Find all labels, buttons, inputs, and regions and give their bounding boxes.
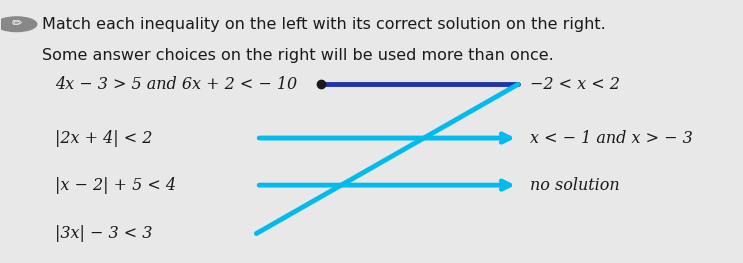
- Text: |2x + 4| < 2: |2x + 4| < 2: [55, 130, 152, 146]
- Text: |3x| − 3 < 3: |3x| − 3 < 3: [55, 225, 152, 242]
- Text: x < − 1 and x > − 3: x < − 1 and x > − 3: [530, 130, 693, 146]
- Text: |x − 2| + 5 < 4: |x − 2| + 5 < 4: [55, 177, 175, 194]
- Text: 4x − 3 > 5 and 6x + 2 < − 10: 4x − 3 > 5 and 6x + 2 < − 10: [55, 76, 297, 93]
- Circle shape: [0, 17, 36, 32]
- Text: Match each inequality on the left with its correct solution on the right.: Match each inequality on the left with i…: [42, 17, 606, 32]
- Text: no solution: no solution: [530, 177, 620, 194]
- Text: Some answer choices on the right will be used more than once.: Some answer choices on the right will be…: [42, 48, 554, 63]
- Text: −2 < x < 2: −2 < x < 2: [530, 76, 620, 93]
- Text: ✏: ✏: [11, 18, 22, 31]
